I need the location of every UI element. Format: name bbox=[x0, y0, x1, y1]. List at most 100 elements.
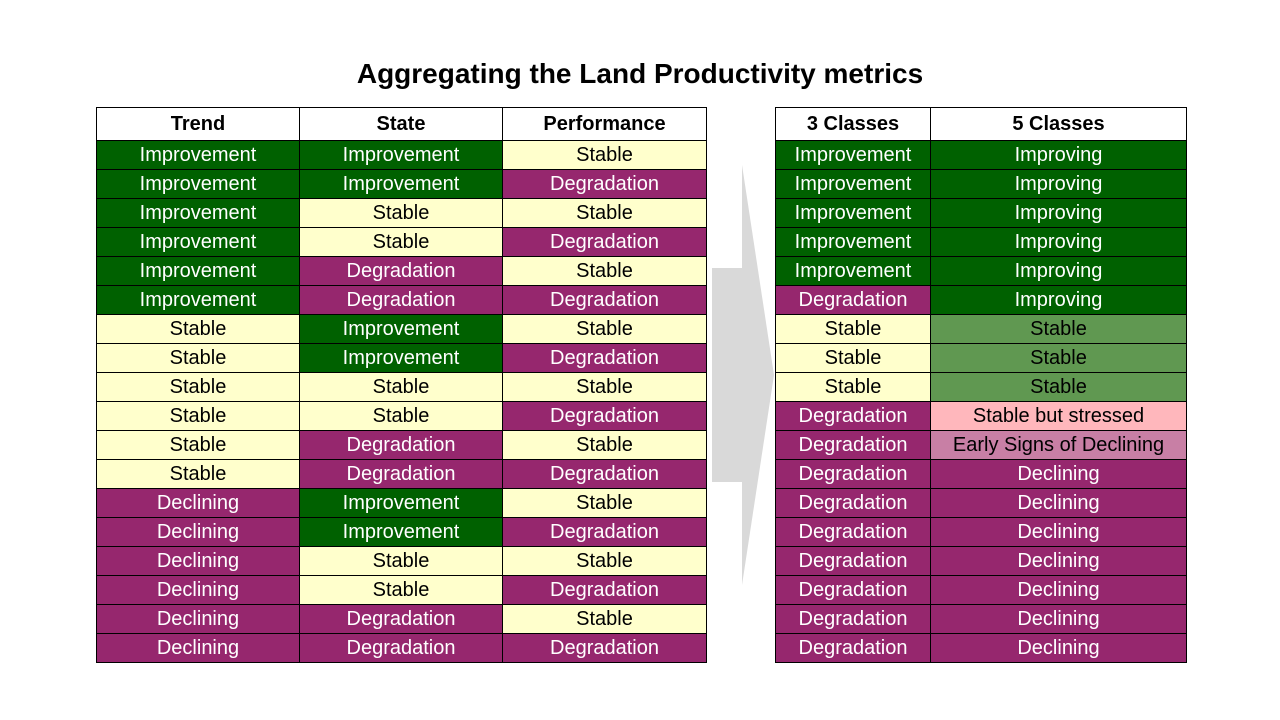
three-class-cell: Improvement bbox=[775, 227, 931, 257]
performance-cell: Stable bbox=[502, 140, 707, 170]
table-row: Improvement Improving bbox=[775, 169, 1187, 199]
five-class-cell: Declining bbox=[930, 575, 1187, 605]
state-cell: Degradation bbox=[299, 633, 503, 663]
state-cell: Stable bbox=[299, 546, 503, 576]
trend-cell: Stable bbox=[96, 430, 300, 460]
five-class-cell: Declining bbox=[930, 604, 1187, 634]
performance-cell: Degradation bbox=[502, 459, 707, 489]
header-performance: Performance bbox=[502, 107, 707, 141]
trend-cell: Declining bbox=[96, 488, 300, 518]
three-class-cell: Stable bbox=[775, 343, 931, 373]
performance-cell: Stable bbox=[502, 372, 707, 402]
state-cell: Improvement bbox=[299, 140, 503, 170]
five-class-cell: Improving bbox=[930, 169, 1187, 199]
header-3-classes: 3 Classes bbox=[775, 107, 931, 141]
table-row: Degradation Declining bbox=[775, 575, 1187, 605]
trend-cell: Declining bbox=[96, 517, 300, 547]
performance-cell: Degradation bbox=[502, 517, 707, 547]
trend-cell: Improvement bbox=[96, 285, 300, 315]
performance-cell: Degradation bbox=[502, 227, 707, 257]
five-class-cell: Declining bbox=[930, 633, 1187, 663]
performance-cell: Stable bbox=[502, 430, 707, 460]
table-row: Improvement Improving bbox=[775, 140, 1187, 170]
header-row: 3 Classes 5 Classes bbox=[775, 107, 1187, 141]
trend-cell: Stable bbox=[96, 401, 300, 431]
three-class-cell: Improvement bbox=[775, 169, 931, 199]
three-class-cell: Improvement bbox=[775, 198, 931, 228]
table-row: Degradation Declining bbox=[775, 459, 1187, 489]
performance-cell: Stable bbox=[502, 546, 707, 576]
table-row: Degradation Declining bbox=[775, 546, 1187, 576]
table-row: Degradation Declining bbox=[775, 633, 1187, 663]
three-class-cell: Improvement bbox=[775, 256, 931, 286]
trend-cell: Improvement bbox=[96, 169, 300, 199]
table-row: Degradation Declining bbox=[775, 604, 1187, 634]
state-cell: Improvement bbox=[299, 343, 503, 373]
state-cell: Degradation bbox=[299, 430, 503, 460]
five-class-cell: Improving bbox=[930, 140, 1187, 170]
table-row: Improvement Improvement Degradation bbox=[96, 169, 707, 199]
table-row: Degradation Early Signs of Declining bbox=[775, 430, 1187, 460]
table-row: Degradation Stable but stressed bbox=[775, 401, 1187, 431]
five-class-cell: Declining bbox=[930, 459, 1187, 489]
table-row: Stable Improvement Degradation bbox=[96, 343, 707, 373]
three-class-cell: Degradation bbox=[775, 430, 931, 460]
trend-cell: Improvement bbox=[96, 198, 300, 228]
table-row: Improvement Stable Degradation bbox=[96, 227, 707, 257]
table-row: Stable Stable bbox=[775, 372, 1187, 402]
five-class-cell: Declining bbox=[930, 546, 1187, 576]
table-row: Stable Degradation Degradation bbox=[96, 459, 707, 489]
trend-cell: Improvement bbox=[96, 256, 300, 286]
three-class-cell: Improvement bbox=[775, 140, 931, 170]
table-row: Improvement Degradation Stable bbox=[96, 256, 707, 286]
table-row: Degradation Declining bbox=[775, 517, 1187, 547]
state-cell: Stable bbox=[299, 401, 503, 431]
five-class-cell: Improving bbox=[930, 227, 1187, 257]
three-class-cell: Stable bbox=[775, 372, 931, 402]
performance-cell: Degradation bbox=[502, 343, 707, 373]
table-row: Stable Degradation Stable bbox=[96, 430, 707, 460]
state-cell: Improvement bbox=[299, 169, 503, 199]
performance-cell: Degradation bbox=[502, 575, 707, 605]
three-class-cell: Stable bbox=[775, 314, 931, 344]
three-class-cell: Degradation bbox=[775, 633, 931, 663]
performance-cell: Degradation bbox=[502, 633, 707, 663]
table-row: Stable Improvement Stable bbox=[96, 314, 707, 344]
table-row: Improvement Degradation Degradation bbox=[96, 285, 707, 315]
trend-cell: Stable bbox=[96, 459, 300, 489]
performance-cell: Stable bbox=[502, 604, 707, 634]
five-class-cell: Improving bbox=[930, 285, 1187, 315]
three-class-cell: Degradation bbox=[775, 285, 931, 315]
performance-cell: Stable bbox=[502, 488, 707, 518]
right-arrow-icon bbox=[712, 165, 774, 585]
header-trend: Trend bbox=[96, 107, 300, 141]
table-row: Stable Stable bbox=[775, 314, 1187, 344]
table-row: Improvement Improvement Stable bbox=[96, 140, 707, 170]
header-row: Trend State Performance bbox=[96, 107, 707, 141]
state-cell: Stable bbox=[299, 198, 503, 228]
table-row: Improvement Improving bbox=[775, 256, 1187, 286]
state-cell: Degradation bbox=[299, 256, 503, 286]
header-state: State bbox=[299, 107, 503, 141]
state-cell: Improvement bbox=[299, 314, 503, 344]
table-row: Degradation Improving bbox=[775, 285, 1187, 315]
performance-cell: Degradation bbox=[502, 169, 707, 199]
table-row: Stable Stable Stable bbox=[96, 372, 707, 402]
output-classes-table: 3 Classes 5 Classes Improvement Improving… bbox=[775, 107, 1187, 663]
three-class-cell: Degradation bbox=[775, 401, 931, 431]
five-class-cell: Early Signs of Declining bbox=[930, 430, 1187, 460]
table-row: Improvement Improving bbox=[775, 198, 1187, 228]
table-row: Declining Stable Degradation bbox=[96, 575, 707, 605]
table-row: Declining Degradation Degradation bbox=[96, 633, 707, 663]
trend-cell: Stable bbox=[96, 372, 300, 402]
five-class-cell: Declining bbox=[930, 488, 1187, 518]
five-class-cell: Stable bbox=[930, 372, 1187, 402]
table-row: Declining Stable Stable bbox=[96, 546, 707, 576]
trend-cell: Improvement bbox=[96, 227, 300, 257]
state-cell: Improvement bbox=[299, 517, 503, 547]
performance-cell: Degradation bbox=[502, 401, 707, 431]
performance-cell: Degradation bbox=[502, 285, 707, 315]
table-row: Declining Degradation Stable bbox=[96, 604, 707, 634]
state-cell: Improvement bbox=[299, 488, 503, 518]
trend-cell: Stable bbox=[96, 343, 300, 373]
